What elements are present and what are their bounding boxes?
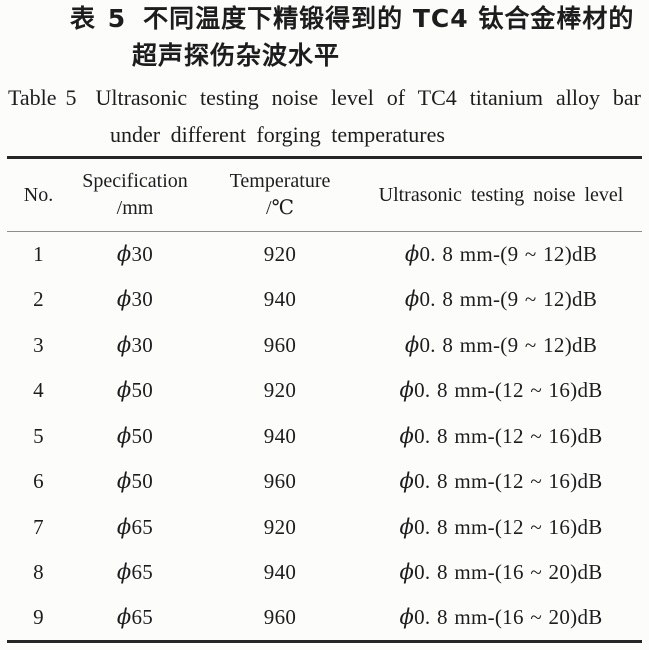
cell-noise-level: ϕ0. 8 mm-(9 ~ 12)dB [404,287,598,312]
cell-specification: ϕ65 [116,605,154,629]
column-header-specification-unit: /mm [116,197,154,219]
column-header-specification: Specification /mm [70,158,200,232]
cell-no: 7 [33,514,44,539]
cell-specification: ϕ65 [116,514,154,539]
table-header: No. Specification /mm Temperature /℃ Ult… [7,158,642,232]
cell-noise-level: ϕ0. 8 mm-(16 ~ 20)dB [399,560,603,585]
cell-temperature: 960 [263,605,297,629]
cell-temperature: 920 [263,242,297,266]
table-row: 1 ϕ30 920 ϕ0. 8 mm-(9 ~ 12)dB [7,232,642,278]
column-header-specification-label: Specification [82,170,188,192]
column-header-no: No. [7,158,70,232]
cell-noise-level: ϕ0. 8 mm-(16 ~ 20)dB [399,605,603,629]
column-header-no-label: No. [23,183,54,206]
results-table: No. Specification /mm Temperature /℃ Ult… [7,156,642,643]
table-caption-en-label: Table 5 [8,85,77,110]
column-header-temperature-unit: /℃ [266,197,294,219]
column-header-noise-level: Ultrasonic testing noise level [360,158,642,232]
cell-temperature: 960 [263,332,297,357]
table-row: 5 ϕ50 940 ϕ0. 8 mm-(12 ~ 16)dB [7,414,642,460]
table-caption-zh-line2: 超声探伤杂波水平 [132,41,341,70]
column-header-temperature-label: Temperature [229,170,331,192]
cell-noise-level: ϕ0. 8 mm-(9 ~ 12)dB [404,332,598,357]
cell-noise-level: ϕ0. 8 mm-(12 ~ 16)dB [399,378,603,403]
cell-specification: ϕ30 [116,332,154,357]
cell-temperature: 920 [263,378,297,403]
cell-specification: ϕ30 [116,287,154,312]
column-header-noise-level-label: Ultrasonic testing noise level [378,183,624,206]
cell-no: 5 [33,423,44,448]
cell-specification: ϕ50 [116,378,154,403]
table-row: 4 ϕ50 920 ϕ0. 8 mm-(12 ~ 16)dB [7,368,642,414]
table-caption-en-line2: under different forging temperatures [110,122,445,147]
cell-temperature: 920 [263,514,297,539]
table-row: 6 ϕ50 960 ϕ0. 8 mm-(12 ~ 16)dB [7,459,642,505]
cell-temperature: 960 [263,469,297,494]
cell-no: 8 [33,560,44,585]
cell-temperature: 940 [263,560,297,585]
cell-temperature: 940 [263,423,297,448]
table-body: 1 ϕ30 920 ϕ0. 8 mm-(9 ~ 12)dB 2 ϕ30 940 … [7,232,642,642]
cell-no: 6 [33,469,44,494]
table-caption-zh-label: 表 5 [70,4,128,33]
header-row: No. Specification /mm Temperature /℃ Ult… [7,158,642,232]
cell-no: 3 [33,332,44,357]
table-row: 8 ϕ65 940 ϕ0. 8 mm-(16 ~ 20)dB [7,550,642,596]
cell-specification: ϕ50 [116,423,154,448]
cell-no: 1 [33,242,44,266]
table-caption-en-title: Ultrasonic testing noise level of TC4 ti… [95,85,641,110]
table-row: 2 ϕ30 940 ϕ0. 8 mm-(9 ~ 12)dB [7,277,642,323]
cell-no: 2 [33,287,44,312]
cell-specification: ϕ30 [116,242,154,266]
table-row: 7 ϕ65 920 ϕ0. 8 mm-(12 ~ 16)dB [7,505,642,551]
table-row: 3 ϕ30 960 ϕ0. 8 mm-(9 ~ 12)dB [7,323,642,369]
cell-no: 4 [33,378,44,403]
table-caption-zh-line1: 表 5 不同温度下精锻得到的 TC4 钛合金棒材的 [70,2,634,36]
column-header-temperature: Temperature /℃ [200,158,360,232]
cell-specification: ϕ50 [116,469,154,494]
table-row: 9 ϕ65 960 ϕ0. 8 mm-(16 ~ 20)dB [7,596,642,642]
cell-temperature: 940 [263,287,297,312]
cell-no: 9 [33,605,44,629]
cell-specification: ϕ65 [116,560,154,585]
cell-noise-level: ϕ0. 8 mm-(12 ~ 16)dB [399,469,603,494]
table-caption-zh-title: 不同温度下精锻得到的 TC4 钛合金棒材的 [143,4,635,33]
cell-noise-level: ϕ0. 8 mm-(9 ~ 12)dB [404,242,598,266]
table-caption-en-line1: Table 5 Ultrasonic testing noise level o… [8,83,641,113]
cell-noise-level: ϕ0. 8 mm-(12 ~ 16)dB [399,514,603,539]
cell-noise-level: ϕ0. 8 mm-(12 ~ 16)dB [399,423,603,448]
